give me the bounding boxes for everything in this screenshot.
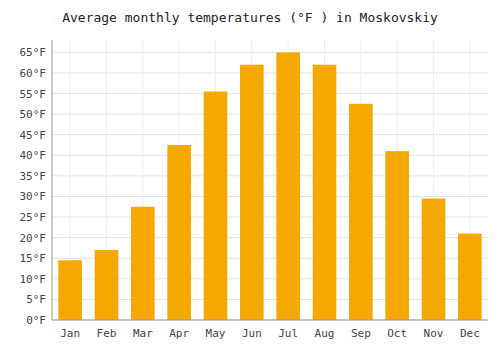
y-tick-label: 5°F xyxy=(26,293,46,306)
y-tick-label: 45°F xyxy=(20,129,47,142)
grid xyxy=(52,40,488,320)
y-grid-line xyxy=(52,155,488,156)
y-grid-line xyxy=(52,72,488,73)
bar xyxy=(276,52,300,320)
y-grid-line xyxy=(52,52,488,53)
y-grid-line xyxy=(52,93,488,94)
x-tick-label: Feb xyxy=(97,327,117,340)
y-tick-label: 65°F xyxy=(20,46,47,59)
y-tick-label: 0°F xyxy=(26,314,46,327)
y-tick-label: 20°F xyxy=(20,232,47,245)
bars xyxy=(58,52,481,320)
y-grid-line xyxy=(52,114,488,115)
x-tick-label: Aug xyxy=(315,327,335,340)
x-tick-label: Dec xyxy=(460,327,480,340)
y-grid-line xyxy=(52,196,488,197)
y-tick-label: 50°F xyxy=(20,108,47,121)
bar xyxy=(458,234,482,320)
x-tick-label: Jan xyxy=(60,327,80,340)
bar xyxy=(385,151,409,320)
chart-title: Average monthly temperatures (°F ) in Mo… xyxy=(62,10,438,25)
bar xyxy=(313,65,337,320)
x-tick-label: Sep xyxy=(351,327,371,340)
y-axis-line xyxy=(52,40,53,320)
x-tick-label: May xyxy=(206,327,226,340)
y-grid-line xyxy=(52,134,488,135)
y-grid-line xyxy=(52,320,488,321)
x-axis-line xyxy=(52,320,488,321)
x-tick-label: Mar xyxy=(133,327,153,340)
x-tick-label: Nov xyxy=(424,327,444,340)
x-tick-label: Jun xyxy=(242,327,262,340)
chart-container: Average monthly temperatures (°F ) in Mo… xyxy=(0,0,500,350)
y-tick-label: 15°F xyxy=(20,252,47,265)
chart-svg: Average monthly temperatures (°F ) in Mo… xyxy=(0,0,500,350)
y-tick-label: 25°F xyxy=(20,211,47,224)
x-tick-label: Oct xyxy=(387,327,407,340)
bar xyxy=(349,104,373,320)
bar xyxy=(58,260,82,320)
bar xyxy=(204,91,228,320)
bar xyxy=(95,250,119,320)
y-tick-label: 40°F xyxy=(20,149,47,162)
bar xyxy=(167,145,191,320)
bar xyxy=(131,207,155,320)
x-tick-label: Apr xyxy=(169,327,189,340)
y-tick-label: 60°F xyxy=(20,67,47,80)
y-tick-label: 35°F xyxy=(20,170,47,183)
y-tick-label: 30°F xyxy=(20,190,47,203)
y-tick-label: 10°F xyxy=(20,273,47,286)
bar xyxy=(240,65,264,320)
y-grid-line xyxy=(52,175,488,176)
x-tick-label: Jul xyxy=(278,327,298,340)
bar xyxy=(422,199,446,320)
y-tick-label: 55°F xyxy=(20,88,47,101)
